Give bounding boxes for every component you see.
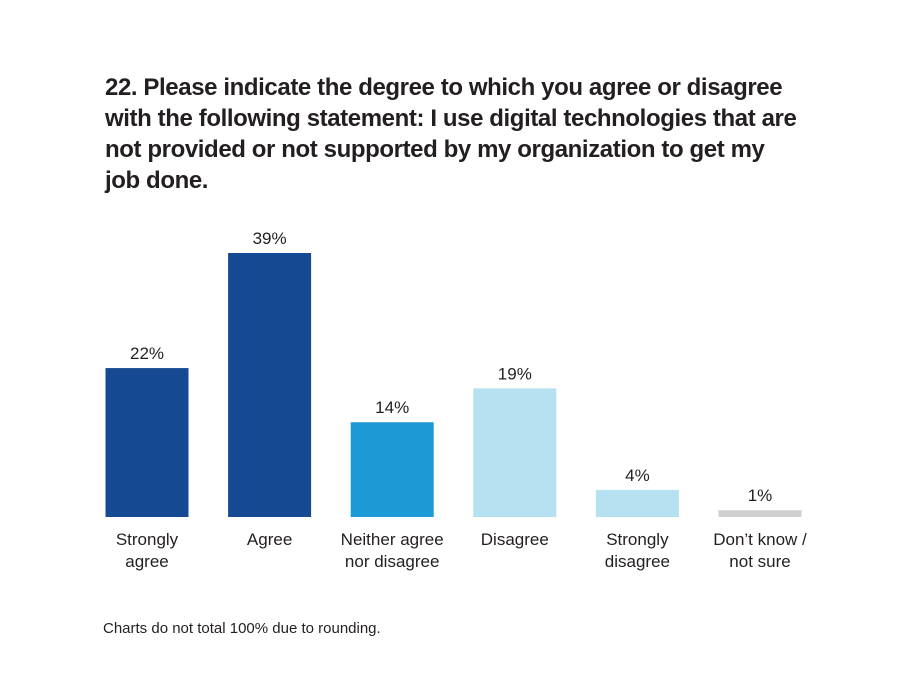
bar [105,368,189,517]
value-label: 39% [253,229,287,248]
value-label: 1% [748,486,773,505]
chart-title: 22. Please indicate the degree to which … [105,74,797,194]
value-label: 22% [130,344,164,363]
x-tick-label: Don’t know / not sure [713,530,807,571]
value-label: 4% [625,466,650,485]
bar [350,422,434,517]
bar [595,489,679,517]
footnote: Charts do not total 100% due to rounding… [103,620,381,637]
x-tick-label: Strongly disagree [604,530,670,571]
x-tick-label: Neither agree nor disagree [340,530,444,571]
x-tick-label: Agree [246,530,293,549]
bar [473,388,557,517]
value-label: 19% [498,364,532,383]
value-label: 14% [375,398,409,417]
x-tick-label: Disagree [480,530,549,549]
x-tick-label: Strongly agree [115,530,179,571]
bar [228,253,312,517]
bar [718,510,802,517]
